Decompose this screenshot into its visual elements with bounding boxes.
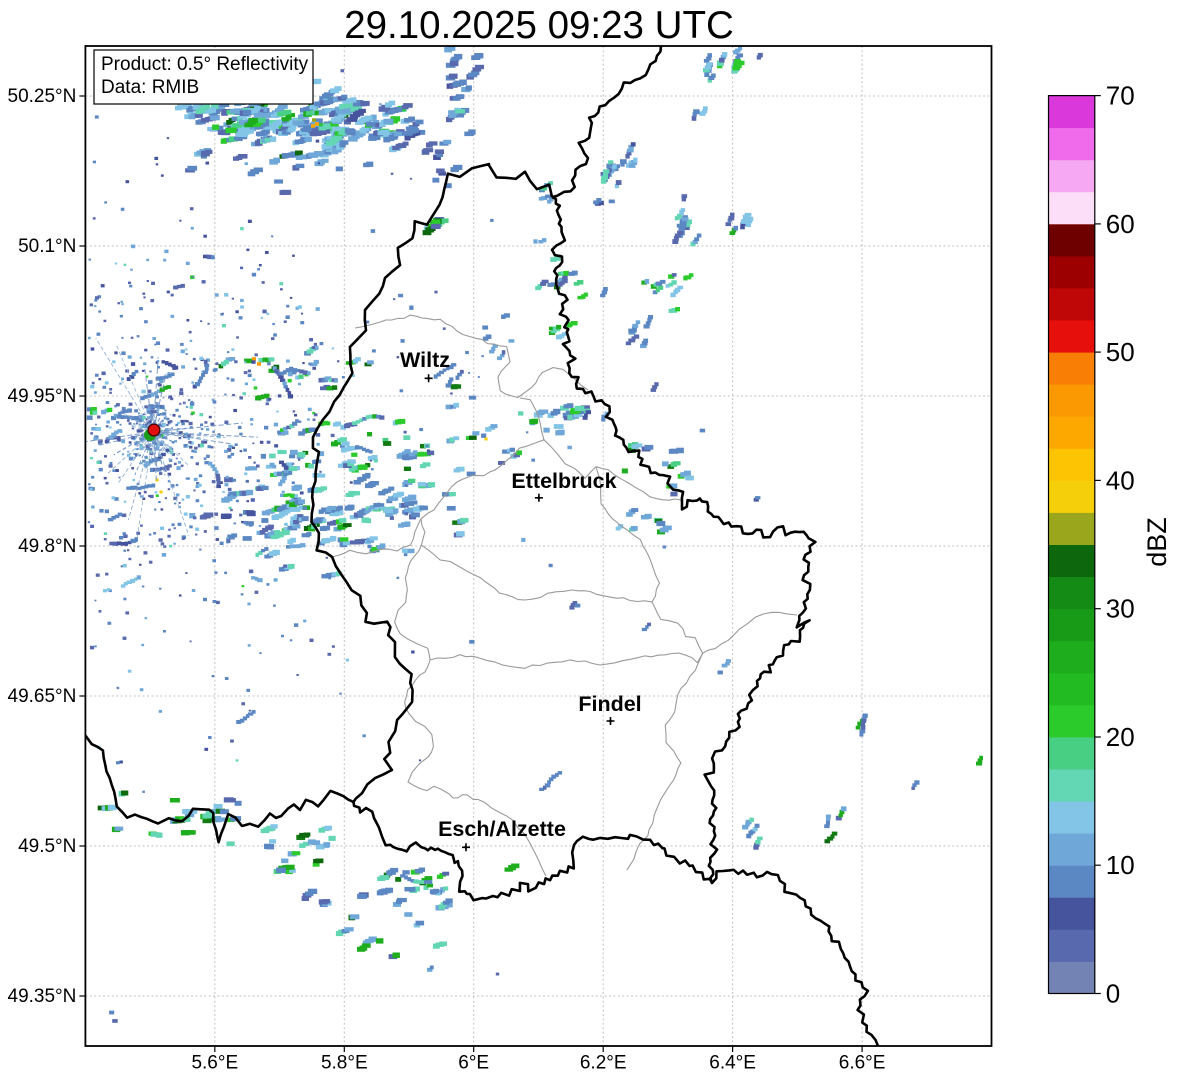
svg-text:Ettelbruck: Ettelbruck [511,469,616,493]
svg-text:Findel: Findel [578,692,641,716]
svg-text:50.25°N: 50.25°N [8,86,77,107]
svg-text:29.10.2025 09:23 UTC: 29.10.2025 09:23 UTC [344,4,734,47]
svg-text:49.95°N: 49.95°N [8,386,77,407]
svg-text:Product: 0.5° Reflectivity: Product: 0.5° Reflectivity [101,54,309,75]
svg-text:40: 40 [1106,465,1135,495]
svg-text:49.35°N: 49.35°N [8,986,77,1007]
svg-text:60: 60 [1106,209,1135,239]
svg-text:6.6°E: 6.6°E [839,1053,886,1074]
svg-text:6.4°E: 6.4°E [709,1053,756,1074]
svg-text:20: 20 [1106,722,1135,752]
svg-text:Esch/Alzette: Esch/Alzette [438,817,566,841]
svg-text:70: 70 [1106,81,1135,111]
svg-text:5.8°E: 5.8°E [321,1053,368,1074]
svg-text:Data: RMIB: Data: RMIB [101,77,199,98]
svg-text:30: 30 [1106,594,1135,624]
svg-text:Wiltz: Wiltz [400,348,450,372]
svg-text:10: 10 [1106,850,1135,880]
svg-text:49.8°N: 49.8°N [18,536,76,557]
svg-text:49.5°N: 49.5°N [18,836,76,857]
svg-text:dBZ: dBZ [1142,517,1172,567]
svg-text:6°E: 6°E [458,1053,489,1074]
svg-text:5.6°E: 5.6°E [191,1053,238,1074]
svg-text:50: 50 [1106,337,1135,367]
svg-text:0: 0 [1106,979,1120,1009]
svg-text:49.65°N: 49.65°N [8,686,77,707]
svg-text:50.1°N: 50.1°N [18,236,76,257]
svg-text:6.2°E: 6.2°E [580,1053,627,1074]
